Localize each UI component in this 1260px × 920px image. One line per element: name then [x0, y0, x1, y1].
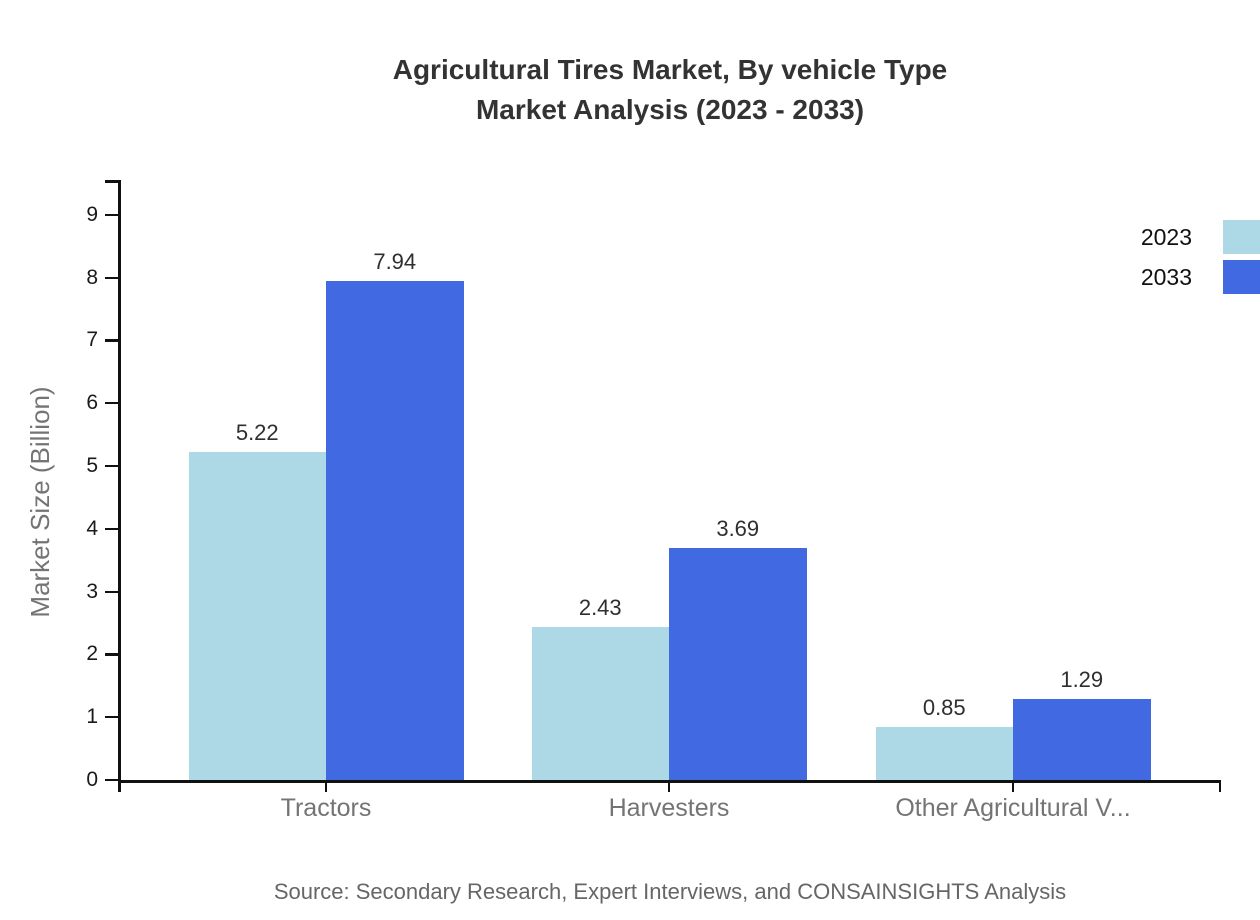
bar-value-label: 5.22 [235, 420, 279, 446]
x-axis-end-cap [1218, 780, 1221, 792]
y-tick-label: 1 [86, 705, 98, 729]
legend-swatch-icon [1223, 260, 1260, 294]
bar-value-label: 2.43 [578, 595, 622, 621]
chart-title: Agricultural Tires Market, By vehicle Ty… [0, 50, 1260, 130]
y-tick-mark [105, 213, 120, 216]
legend-item-2023: 2023 [1141, 220, 1260, 254]
y-tick-label: 5 [86, 454, 98, 477]
x-category-label: Other Agricultural V... [895, 794, 1131, 822]
y-tick-label: 7 [86, 328, 98, 352]
legend-item-2033: 2033 [1141, 260, 1260, 294]
y-tick-mark [105, 716, 120, 719]
y-tick-label: 3 [86, 579, 98, 603]
legend: 2023 2033 [1141, 220, 1260, 294]
y-tick-mark [105, 779, 120, 782]
bar-2023-Other Agricultural V... [875, 726, 1013, 780]
y-tick-mark [105, 276, 120, 279]
y-axis-top-cap [105, 180, 118, 183]
bar-value-label: 0.85 [922, 694, 966, 720]
y-tick-label: 6 [86, 391, 98, 415]
y-tick-mark [105, 402, 120, 405]
x-tick-mark [668, 780, 671, 792]
bar-value-label: 1.29 [1060, 666, 1104, 692]
legend-label: 2033 [1140, 263, 1192, 290]
source-attribution: Source: Secondary Research, Expert Inter… [273, 879, 1067, 904]
y-tick-mark [105, 465, 120, 468]
bar-value-label: 3.69 [716, 516, 760, 542]
legend-label: 2023 [1140, 223, 1192, 250]
y-tick-mark [105, 590, 120, 593]
x-category-label: Tractors [280, 794, 372, 822]
x-category-label: Harvesters [608, 794, 730, 822]
bar-2033-Other Agricultural V... [1013, 698, 1151, 780]
y-axis-line [118, 180, 121, 792]
y-tick-mark [105, 527, 120, 530]
y-tick-label: 8 [86, 265, 98, 289]
bar-2023-Harvesters [531, 627, 669, 780]
y-tick-label: 0 [86, 768, 98, 791]
bar-2033-Tractors [326, 281, 464, 780]
y-tick-label: 2 [86, 642, 98, 666]
y-tick-label: 4 [86, 516, 98, 540]
chart-title-line1: Agricultural Tires Market, By vehicle Ty… [392, 54, 948, 85]
y-tick-label: 9 [86, 202, 98, 226]
legend-swatch-icon [1223, 220, 1260, 254]
bar-value-label: 7.94 [373, 249, 417, 275]
bar-2023-Tractors [188, 452, 326, 780]
y-tick-mark [105, 653, 120, 656]
x-tick-mark [325, 780, 328, 792]
x-tick-mark [1012, 780, 1015, 792]
chart-title-line2: Market Analysis (2023 - 2033) [475, 94, 865, 125]
bar-2033-Harvesters [669, 548, 807, 780]
y-tick-mark [105, 339, 120, 342]
